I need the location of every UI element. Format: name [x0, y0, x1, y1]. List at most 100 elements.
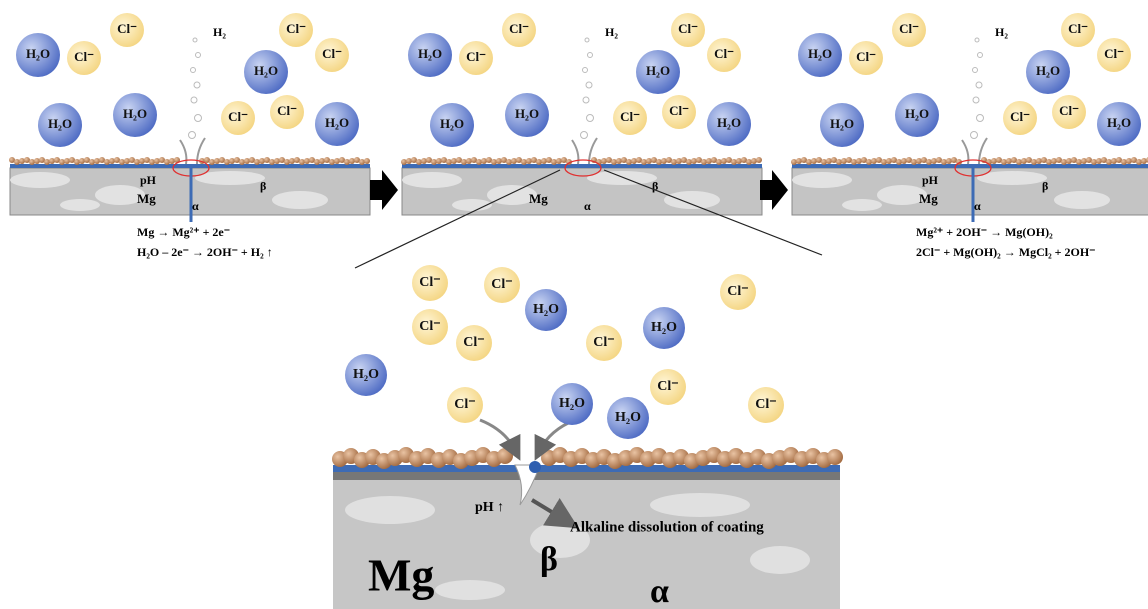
- particle: [941, 159, 947, 165]
- particle: [109, 158, 115, 164]
- ion-label: H₂O: [905, 106, 929, 121]
- panel: H₂OCl⁻Cl⁻Cl⁻H₂OCl⁻H₂OH₂OCl⁻Cl⁻H₂OH₂pHMgα…: [791, 13, 1148, 259]
- gas-bubble: [586, 82, 592, 88]
- particle: [1106, 159, 1112, 165]
- particle: [526, 158, 532, 164]
- particle: [806, 159, 812, 165]
- beta-label: β: [1042, 179, 1048, 193]
- gas-bubble: [583, 68, 588, 73]
- particle: [656, 159, 662, 165]
- ion-label: H₂O: [651, 320, 677, 335]
- particle: [344, 159, 350, 165]
- grain: [750, 546, 810, 574]
- ion-label: Cl⁻: [1059, 103, 1079, 118]
- ion-label: H₂O: [559, 396, 585, 411]
- gas-bubble: [975, 38, 979, 42]
- equation: Mg → Mg²⁺ + 2e⁻: [137, 225, 230, 239]
- grain: [272, 191, 328, 209]
- particle: [931, 158, 937, 164]
- particle: [756, 157, 762, 163]
- ion-label: Cl⁻: [509, 21, 529, 36]
- particle: [431, 159, 437, 165]
- alpha-label: α: [974, 199, 981, 213]
- ion-label: H₂O: [325, 115, 349, 130]
- gas-label: H₂: [213, 25, 226, 39]
- particle: [871, 158, 877, 164]
- particle: [791, 159, 797, 165]
- particle: [811, 158, 817, 164]
- gas-bubble: [587, 115, 594, 122]
- ion-label: H₂O: [1107, 115, 1131, 130]
- particle: [269, 159, 275, 165]
- ion-label: Cl⁻: [1104, 46, 1124, 61]
- gas-bubble: [976, 82, 982, 88]
- particle: [851, 159, 857, 165]
- gas-bubble: [971, 132, 978, 139]
- particle: [1016, 159, 1022, 165]
- particle: [746, 159, 752, 165]
- grain: [402, 172, 462, 188]
- gas-bubble: [978, 53, 983, 58]
- particle: [731, 159, 737, 165]
- particle: [364, 158, 370, 164]
- ion-label: H₂O: [646, 63, 670, 78]
- particle: [209, 159, 215, 165]
- ion-label: Cl⁻: [322, 46, 342, 61]
- particle: [334, 158, 340, 164]
- metal-label: Mg: [368, 550, 434, 601]
- particle: [1076, 159, 1082, 165]
- ion-label: Cl⁻: [463, 335, 484, 350]
- incoming-arrow: [480, 420, 515, 450]
- particle: [821, 159, 827, 165]
- ion-label: Cl⁻: [620, 109, 640, 124]
- particle: [284, 159, 290, 165]
- particle: [34, 158, 40, 164]
- ion-label: Cl⁻: [1068, 21, 1088, 36]
- ion-label: Cl⁻: [755, 397, 776, 412]
- ion-label: Cl⁻: [678, 21, 698, 36]
- particle: [74, 159, 80, 165]
- particle: [1081, 158, 1087, 164]
- particle: [886, 158, 892, 164]
- particle: [274, 158, 280, 164]
- grain: [10, 172, 70, 188]
- panel: H₂OCl⁻Cl⁻Cl⁻H₂OCl⁻H₂OH₂OCl⁻Cl⁻H₂OH₂pHMgα…: [9, 13, 370, 259]
- particle: [1031, 159, 1037, 165]
- particle: [289, 158, 295, 164]
- particle: [991, 158, 997, 164]
- beta-label: β: [540, 541, 558, 578]
- annotation: Alkaline dissolution of coating: [570, 519, 764, 535]
- particle: [314, 159, 320, 165]
- particle: [64, 158, 70, 164]
- ion-label: Cl⁻: [899, 21, 919, 36]
- particle: [1126, 158, 1132, 164]
- ion-label: H₂O: [830, 116, 854, 131]
- particle: [461, 159, 467, 165]
- particle: [496, 158, 502, 164]
- particle: [1051, 158, 1057, 164]
- ion-label: Cl⁻: [117, 21, 137, 36]
- particle: [676, 158, 682, 164]
- ion-label: Cl⁻: [657, 379, 678, 394]
- particle: [169, 158, 175, 164]
- ion-label: Cl⁻: [714, 46, 734, 61]
- particle: [124, 158, 130, 164]
- particle: [164, 159, 170, 165]
- particle: [19, 158, 25, 164]
- particle: [946, 158, 952, 164]
- ion-label: H₂O: [515, 106, 539, 121]
- gas-label: H₂: [605, 25, 618, 39]
- ion-label: Cl⁻: [491, 277, 512, 292]
- particle: [14, 159, 20, 165]
- ion-label: Cl⁻: [419, 319, 440, 334]
- gas-bubble: [581, 132, 588, 139]
- particle: [401, 159, 407, 165]
- particle: [686, 159, 692, 165]
- particle: [1121, 159, 1127, 165]
- particle: [491, 159, 497, 165]
- ion-label: H₂O: [615, 410, 641, 425]
- ion-label: Cl⁻: [286, 21, 306, 36]
- particle: [139, 158, 145, 164]
- particle: [329, 159, 335, 165]
- particle: [1136, 159, 1142, 165]
